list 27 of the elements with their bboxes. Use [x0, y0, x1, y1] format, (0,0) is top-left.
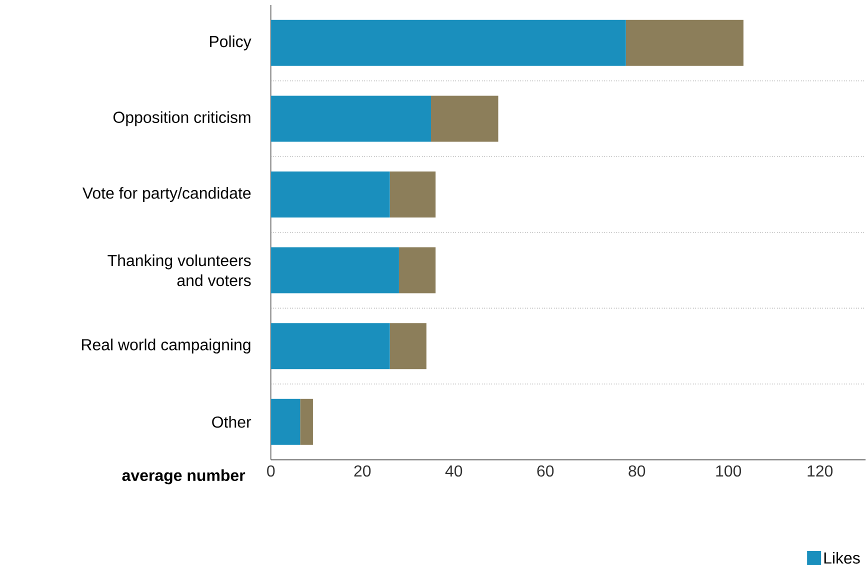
bar [270, 172, 390, 218]
y-tick-label: Policy [210, 36, 252, 50]
y-tick-label: Real world campaigning [82, 338, 250, 354]
x-tick-label: 100 [716, 465, 742, 477]
x-tick-label: 20 [354, 465, 371, 477]
bar [390, 172, 436, 218]
x-tick-label: 120 [808, 465, 833, 477]
bar [270, 20, 626, 66]
bar [390, 323, 426, 370]
legend-label: Likes [824, 552, 860, 564]
y-tick-label: Other [212, 416, 252, 428]
x-tick-label: 80 [628, 465, 646, 477]
bar [270, 323, 390, 370]
x-axis-title: average number [122, 469, 246, 484]
y-tick-label: Vote for party/candidate [82, 187, 251, 202]
y-tick-label: Thanking volunteers and voters [108, 254, 251, 286]
bar [270, 96, 431, 142]
bar [270, 399, 300, 446]
bar [300, 399, 313, 446]
bar [270, 247, 399, 294]
bar [398, 247, 436, 294]
bar [430, 96, 498, 142]
x-tick-label: 40 [445, 465, 462, 477]
x-tick-label: 0 [267, 465, 275, 477]
bar [626, 20, 744, 66]
y-tick-label: Opposition criticism [113, 111, 250, 126]
x-tick-label: 60 [537, 465, 554, 477]
